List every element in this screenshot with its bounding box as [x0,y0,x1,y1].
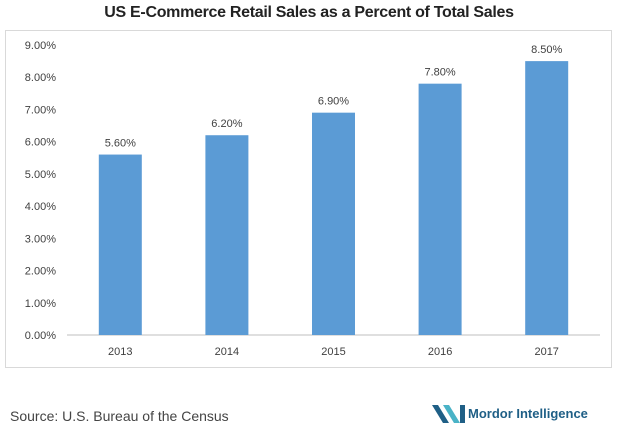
bar-chart: 0.00% 1.00% 2.00% 3.00% 4.00% 5.00% 6.00% 7.00%… [25,40,600,358]
chart-title: US E-Commerce Retail Sales as a Percent … [104,4,514,21]
bar-2015 [312,112,355,336]
data-label-2017: 8.50% [531,44,562,56]
x-axis: 2013 2014 2015 2016 2017 [108,346,559,358]
data-label-2013: 5.60% [105,138,136,150]
source-note: Source: U.S. Bureau of the Census [10,408,229,424]
bar-2017 [525,61,569,335]
data-label-2015: 6.90% [318,96,349,108]
y-tick-label: 6.00% [25,137,56,149]
x-tick-label-2014: 2014 [215,346,239,358]
brand-name: Mordor Intelligence [468,406,588,421]
y-tick-label: 0.00% [25,330,56,342]
brand-logo-icon [432,405,465,423]
x-tick-label-2013: 2013 [108,346,132,358]
bar-2013 [98,154,142,335]
bar-2014 [205,135,249,335]
x-tick-label-2015: 2015 [321,346,345,358]
x-tick-label-2017: 2017 [534,346,558,358]
y-tick-label: 4.00% [25,201,56,213]
data-labels: 5.60% 6.20% 6.90% 7.80% 8.50% [105,44,563,149]
y-tick-label: 8.00% [25,72,56,84]
y-tick-label: 1.00% [25,298,56,310]
y-tick-label: 3.00% [25,233,56,245]
x-tick-label-2016: 2016 [428,346,452,358]
y-tick-label: 9.00% [25,40,56,52]
y-tick-label: 5.00% [25,169,56,181]
y-tick-label: 7.00% [25,104,56,116]
bar-2016 [418,83,462,336]
y-tick-label: 2.00% [25,266,56,278]
data-label-2016: 7.80% [424,67,455,79]
data-label-2014: 6.20% [211,118,242,130]
bars [98,61,569,336]
y-axis: 0.00% 1.00% 2.00% 3.00% 4.00% 5.00% 6.00% 7.00%… [25,40,56,342]
